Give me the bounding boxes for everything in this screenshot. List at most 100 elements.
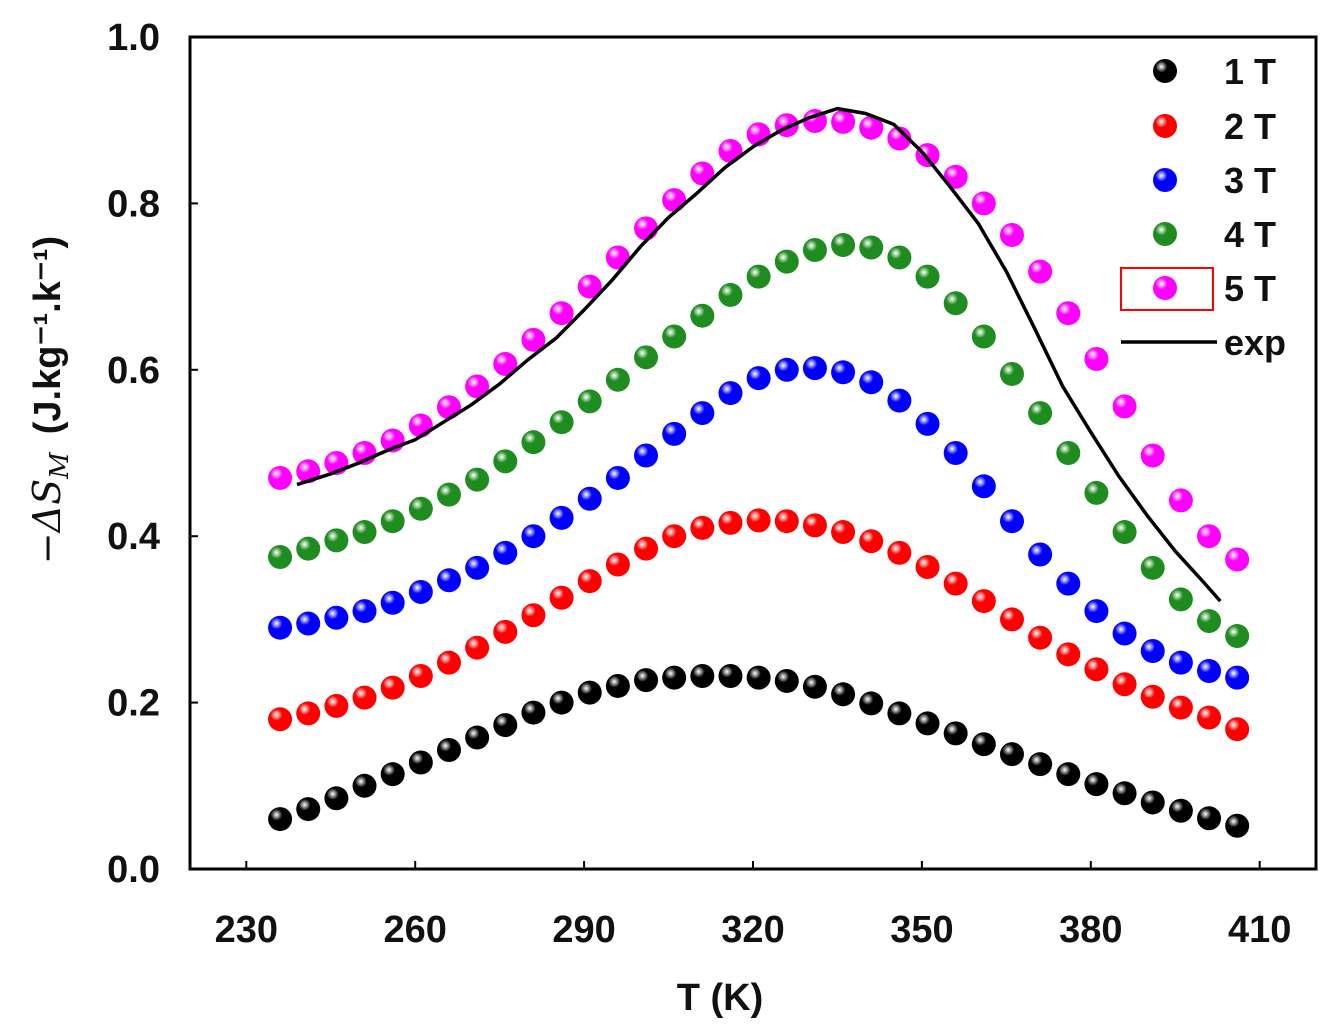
data-point <box>718 282 743 307</box>
data-point <box>465 555 490 580</box>
data-point <box>465 635 490 660</box>
data-point <box>1140 790 1165 815</box>
data-point <box>718 510 743 535</box>
data-point <box>746 264 771 289</box>
data-point <box>943 291 968 316</box>
data-point <box>493 713 518 738</box>
data-point <box>296 536 321 561</box>
data-point <box>1084 346 1109 371</box>
data-point <box>662 324 687 349</box>
data-point <box>887 701 912 726</box>
data-point <box>774 249 799 274</box>
legend-marker <box>1153 222 1177 246</box>
data-point <box>915 554 940 579</box>
legend-highlight-box <box>1120 267 1214 311</box>
data-point <box>887 245 912 270</box>
data-point <box>296 611 321 636</box>
data-point <box>971 324 996 349</box>
data-point <box>465 725 490 750</box>
data-point <box>1112 520 1137 545</box>
data-point <box>352 773 377 798</box>
data-point <box>1140 684 1165 709</box>
data-point <box>915 411 940 436</box>
data-point <box>1140 443 1165 468</box>
data-point <box>549 505 574 530</box>
data-point <box>1225 813 1250 838</box>
y-axis-title: −ΔSM (J.kg⁻¹.k⁻¹) <box>25 236 75 564</box>
data-point <box>1084 480 1109 505</box>
data-point <box>577 389 602 414</box>
data-point <box>1056 301 1081 326</box>
x-tick-label: 230 <box>215 909 278 951</box>
data-point <box>436 650 461 675</box>
data-point <box>1197 705 1222 730</box>
legend-label: 2 T <box>1224 106 1276 147</box>
data-point <box>915 711 940 736</box>
series-4t <box>268 233 1250 649</box>
x-axis-ticks: 230 260 290 320 350 380 410 <box>215 861 1291 951</box>
data-point <box>549 410 574 435</box>
data-point <box>690 161 715 186</box>
data-point <box>380 590 405 615</box>
data-point <box>999 223 1024 248</box>
data-point <box>577 569 602 594</box>
data-point <box>831 682 856 707</box>
data-point <box>1056 762 1081 787</box>
data-point <box>1056 642 1081 667</box>
series-2t <box>268 508 1250 742</box>
data-point <box>380 509 405 534</box>
data-point <box>521 327 546 352</box>
data-point <box>831 360 856 385</box>
y-tick-label: 1.0 <box>107 17 160 59</box>
data-point <box>1225 547 1250 572</box>
data-point <box>1084 772 1109 797</box>
data-point <box>268 465 293 490</box>
y-tick-label: 0.6 <box>107 350 160 392</box>
data-point <box>634 536 659 561</box>
data-point <box>943 721 968 746</box>
data-point <box>436 738 461 763</box>
data-point <box>605 552 630 577</box>
legend-marker <box>1153 114 1177 138</box>
data-point <box>408 579 433 604</box>
legend-marker <box>1153 168 1177 192</box>
data-point <box>718 381 743 406</box>
data-point <box>746 665 771 690</box>
data-point <box>324 605 349 630</box>
data-point <box>859 529 884 554</box>
data-point <box>1140 639 1165 664</box>
data-point <box>859 115 884 140</box>
data-point <box>408 413 433 438</box>
data-point <box>943 571 968 596</box>
y-tick-label: 0.8 <box>107 183 160 225</box>
y-axis-title-units: (J.kg⁻¹.k⁻¹) <box>27 236 69 434</box>
data-point <box>268 615 293 640</box>
data-point <box>1197 806 1222 831</box>
x-axis-title: T (K) <box>677 977 764 1019</box>
data-point <box>746 508 771 533</box>
data-point <box>268 807 293 832</box>
data-point <box>1028 401 1053 426</box>
data-point <box>859 235 884 260</box>
data-point <box>408 750 433 775</box>
data-point <box>971 589 996 614</box>
data-point <box>549 585 574 610</box>
data-point <box>971 732 996 757</box>
data-point <box>493 540 518 565</box>
data-point <box>605 367 630 392</box>
data-point <box>774 357 799 382</box>
data-point <box>943 441 968 465</box>
x-tick-label: 320 <box>721 909 784 951</box>
data-point <box>859 370 884 395</box>
data-point <box>324 786 349 811</box>
data-point <box>465 374 490 399</box>
data-point <box>465 467 490 492</box>
data-point <box>859 691 884 716</box>
data-point <box>380 762 405 787</box>
data-point <box>549 301 574 326</box>
y-tick-label: 0.2 <box>107 683 160 725</box>
data-point <box>774 509 799 534</box>
data-point <box>436 395 461 420</box>
data-point <box>1112 621 1137 646</box>
data-point <box>521 603 546 628</box>
